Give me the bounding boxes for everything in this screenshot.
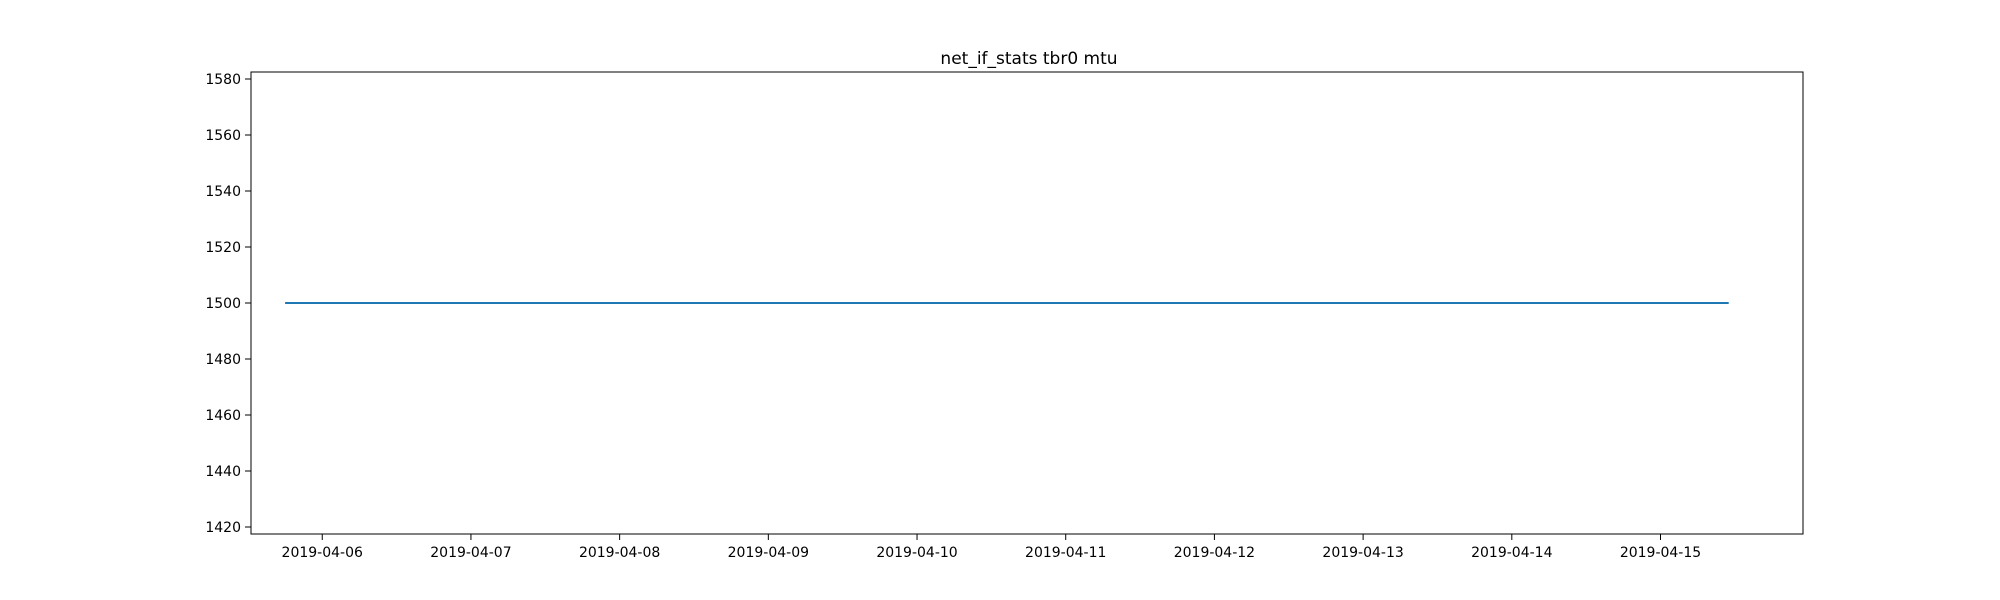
x-tick-label: 2019-04-08 — [579, 545, 660, 561]
x-tick-label: 2019-04-14 — [1471, 545, 1552, 561]
x-tick-label: 2019-04-13 — [1322, 545, 1403, 561]
x-axis: 2019-04-06 2019-04-07 2019-04-08 2019-04-09… — [282, 534, 1701, 561]
y-tick-label: 1420 — [205, 520, 241, 536]
y-tick-label: 1580 — [205, 72, 241, 88]
y-axis: 1420 1440 1460 1480 1500 1520 1540 1560 1580 — [205, 72, 251, 536]
chart-title: net_if_stats tbr0 mtu — [940, 49, 1117, 69]
x-tick-label: 2019-04-07 — [430, 545, 511, 561]
x-tick-label: 2019-04-15 — [1620, 545, 1701, 561]
y-tick-label: 1560 — [205, 128, 241, 144]
plot-frame — [250, 71, 1804, 535]
x-tick-label: 2019-04-09 — [728, 545, 809, 561]
x-tick-label: 2019-04-11 — [1025, 545, 1106, 561]
y-tick-label: 1460 — [205, 408, 241, 424]
x-tick-label: 2019-04-06 — [282, 545, 363, 561]
y-tick-label: 1440 — [205, 464, 241, 480]
y-tick-label: 1540 — [205, 184, 241, 200]
x-tick-label: 2019-04-12 — [1174, 545, 1255, 561]
y-tick-label: 1480 — [205, 352, 241, 368]
y-tick-label: 1500 — [205, 296, 241, 312]
x-tick-label: 2019-04-10 — [876, 545, 957, 561]
y-tick-label: 1520 — [205, 240, 241, 256]
